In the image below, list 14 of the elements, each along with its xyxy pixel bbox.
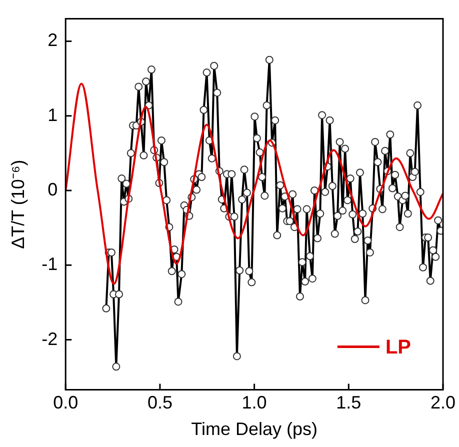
x-tick-label: 1.5 xyxy=(336,392,362,413)
x-axis-title: Time Delay (ps) xyxy=(191,419,318,440)
y-tick-label: 0 xyxy=(48,179,58,200)
y-axis-title: ΔT/T (10⁻⁶) xyxy=(8,160,28,249)
legend-label: LP xyxy=(385,336,412,358)
y-tick-label: -1 xyxy=(42,254,58,274)
line-series xyxy=(66,82,443,285)
x-tick-label: 2.0 xyxy=(430,392,456,413)
y-tick-label: 2 xyxy=(48,30,58,50)
x-tick-label: 0.5 xyxy=(147,392,172,413)
y-tick-label: -2 xyxy=(42,328,58,349)
x-tick-label: 0.0 xyxy=(53,392,78,413)
y-tick-label: 1 xyxy=(48,104,58,125)
x-tick-label: 1.0 xyxy=(242,392,267,413)
